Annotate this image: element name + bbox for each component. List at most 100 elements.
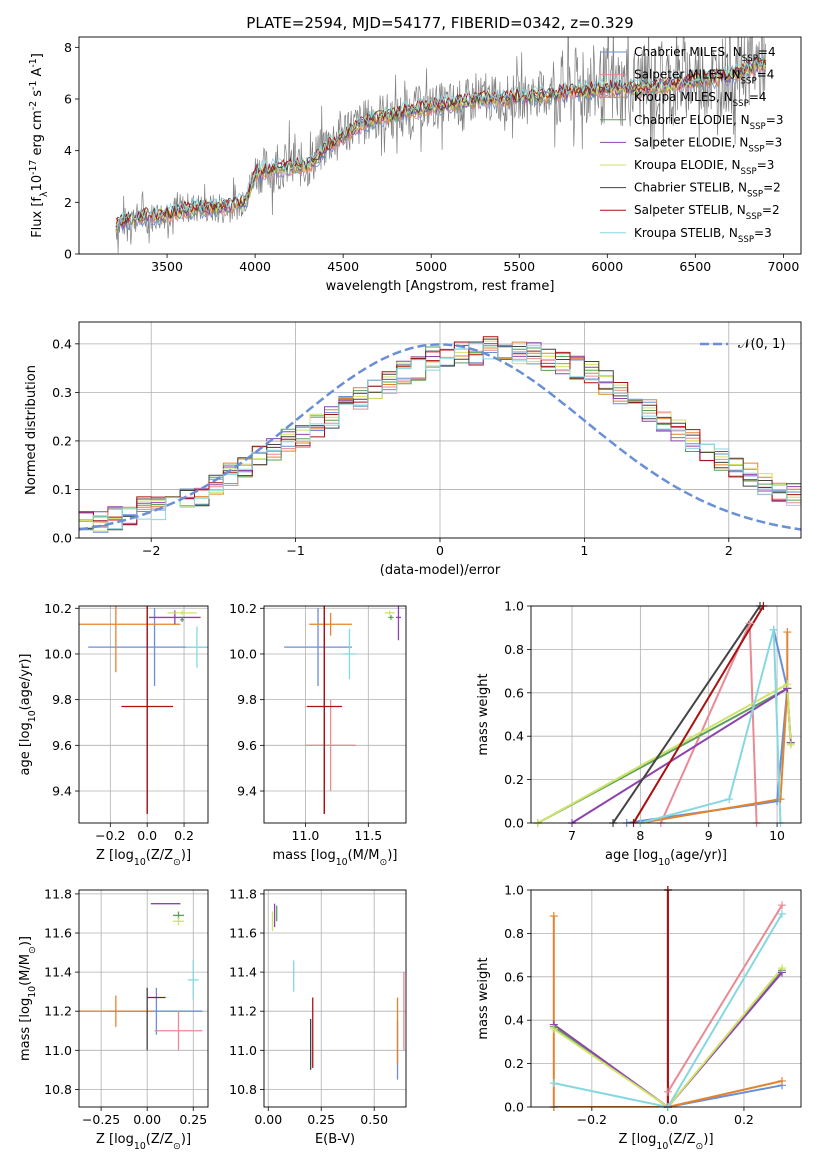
legend-label: Chabrier MILES, NSSP=4: [634, 45, 776, 64]
plot-area: [531, 890, 801, 1107]
y-tick-label: 8: [64, 40, 72, 55]
errorbar-point: [306, 606, 342, 814]
y-tick-label: 9.4: [52, 784, 72, 799]
x-tick-label: 0.25: [307, 1112, 335, 1127]
weight-marker: [549, 912, 558, 921]
x-axis-label: Z [log10(Z/Z⊙)]: [96, 1132, 191, 1152]
weight-marker: [777, 1076, 786, 1085]
errorbar-point: [167, 610, 197, 616]
errorbar-point: [154, 1011, 203, 1051]
legend-label: Salpeter MILES, NSSP=4: [634, 68, 774, 87]
x-tick-label: −0.2: [95, 828, 125, 843]
figure-title: PLATE=2594, MJD=54177, FIBERID=0342, z=0…: [246, 14, 633, 32]
y-tick-label: 11.8: [44, 886, 72, 901]
y-tick-label: 11.0: [44, 1043, 72, 1058]
weight-marker: [776, 795, 785, 804]
legend-label: Chabrier ELODIE, NSSP=3: [634, 113, 783, 132]
axes-age-vs-Z: −0.2 0.0 0.2 9.4 9.6 9.8 10.0 10.2 Z [log10(Z/Z⊙…: [18, 601, 209, 868]
y-tick-label: 0.8: [504, 926, 524, 941]
y-tick-label: 9.4: [237, 784, 257, 799]
x-tick-label: 10: [769, 828, 785, 843]
errorbar-point: [185, 626, 208, 668]
x-tick-label: 0.2: [174, 828, 194, 843]
weight-line: [552, 916, 783, 1107]
y-tick-label: 11.4: [44, 965, 72, 980]
errorbar-point: [388, 615, 394, 620]
x-tick-label: 7: [568, 828, 576, 843]
errorbar-point: [284, 608, 352, 686]
x-axis-label: mass [log10(M/M⊙)]: [273, 848, 398, 868]
legend-label: Chabrier STELIB, NSSP=2: [634, 181, 781, 200]
normal-curve: [79, 343, 801, 531]
weight-marker: [786, 740, 795, 749]
x-tick-label: 11.0: [292, 828, 320, 843]
weight-marker: [777, 901, 786, 910]
weight-marker: [663, 1087, 672, 1096]
y-axis-label: mass weight: [476, 673, 491, 755]
y-tick-label: 11.6: [229, 926, 257, 941]
y-tick-label: 2: [64, 195, 72, 210]
plot-area: [79, 890, 208, 1107]
x-tick-label: 0.2: [734, 1112, 754, 1127]
y-tick-label: 11.0: [229, 1043, 257, 1058]
plot-area: [79, 606, 208, 823]
errorbar-point: [79, 606, 181, 673]
model-spectrum: [115, 52, 767, 229]
errorbar-point: [395, 606, 401, 641]
y-tick-label: 0.1: [52, 482, 72, 497]
y-axis-label: mass [log10(M/M⊙)]: [18, 936, 38, 1061]
plot-area: [115, 37, 767, 253]
y-tick-label: 0.3: [52, 385, 72, 400]
y-tick-label: 0.4: [504, 1013, 524, 1028]
y-axis-label: age [log10(age/yr)]: [18, 654, 38, 776]
weight-line: [632, 606, 765, 823]
x-axis-label: E(B-V): [315, 1132, 355, 1147]
axes-frame: [78, 321, 802, 539]
x-tick-label: 0.0: [137, 828, 157, 843]
axes-frame: [78, 889, 209, 1108]
y-tick-label: 6: [64, 92, 72, 107]
y-tick-label: 4: [64, 143, 72, 158]
errorbar-point: [180, 617, 185, 622]
histogram-series: [79, 342, 801, 530]
weight-line: [553, 913, 783, 1107]
axes-frame: [78, 605, 209, 824]
y-tick-label: 11.6: [44, 926, 72, 941]
weight-marker: [725, 795, 734, 804]
x-tick-label: 0.00: [133, 1112, 161, 1127]
x-axis-label: Z [log10(Z/Z⊙)]: [96, 848, 191, 868]
y-axis-label: mass weight: [476, 957, 491, 1039]
y-tick-label: 10.8: [229, 1082, 257, 1097]
y-axis-label: Normed distribution: [24, 365, 39, 495]
y-tick-label: 0.8: [504, 642, 524, 657]
x-tick-label: 5500: [503, 259, 535, 274]
plot-area: [264, 606, 406, 823]
x-tick-label: 6500: [679, 259, 711, 274]
x-tick-label: 3500: [151, 259, 183, 274]
y-tick-label: 0.0: [52, 531, 72, 546]
weight-line: [640, 632, 789, 823]
y-tick-label: 0.6: [504, 685, 524, 700]
errorbar-point: [343, 628, 356, 680]
weight-marker: [549, 1024, 558, 1033]
axes-frame: [263, 889, 407, 1108]
weight-line: [553, 971, 783, 1107]
x-tick-label: 1: [580, 543, 588, 558]
x-axis-label: wavelength [Angstrom, rest frame]: [326, 279, 555, 294]
x-tick-label: 0.0: [658, 1112, 678, 1127]
y-tick-label: 0.2: [504, 1056, 524, 1071]
y-tick-label: 0.6: [504, 969, 524, 984]
x-axis-label: (data-model)/error: [380, 563, 501, 578]
y-tick-label: 11.2: [229, 1004, 257, 1019]
y-tick-label: 1.0: [504, 599, 524, 614]
plot-area: [264, 890, 406, 1107]
x-axis-label: Z [log10(Z/Z⊙)]: [618, 1132, 713, 1152]
x-tick-label: 0: [436, 543, 444, 558]
axes-spectrum: 3500 4000 4500 5000 5500 6000 6500 7000 0 2 4 6 8 wav…: [28, 36, 802, 294]
axes-mass-vs-EBV: 0.00 0.25 0.50 10.8 11.0 11.2 11.4 11.6 11.8 E(B-…: [229, 886, 407, 1147]
x-tick-label: 0.00: [254, 1112, 282, 1127]
axes-mass-vs-Z: −0.25 0.00 0.25 10.8 11.0 11.2 11.4 11.6 11.8 Z […: [18, 886, 209, 1152]
x-tick-label: 4500: [327, 259, 359, 274]
y-tick-label: 9.8: [237, 692, 257, 707]
